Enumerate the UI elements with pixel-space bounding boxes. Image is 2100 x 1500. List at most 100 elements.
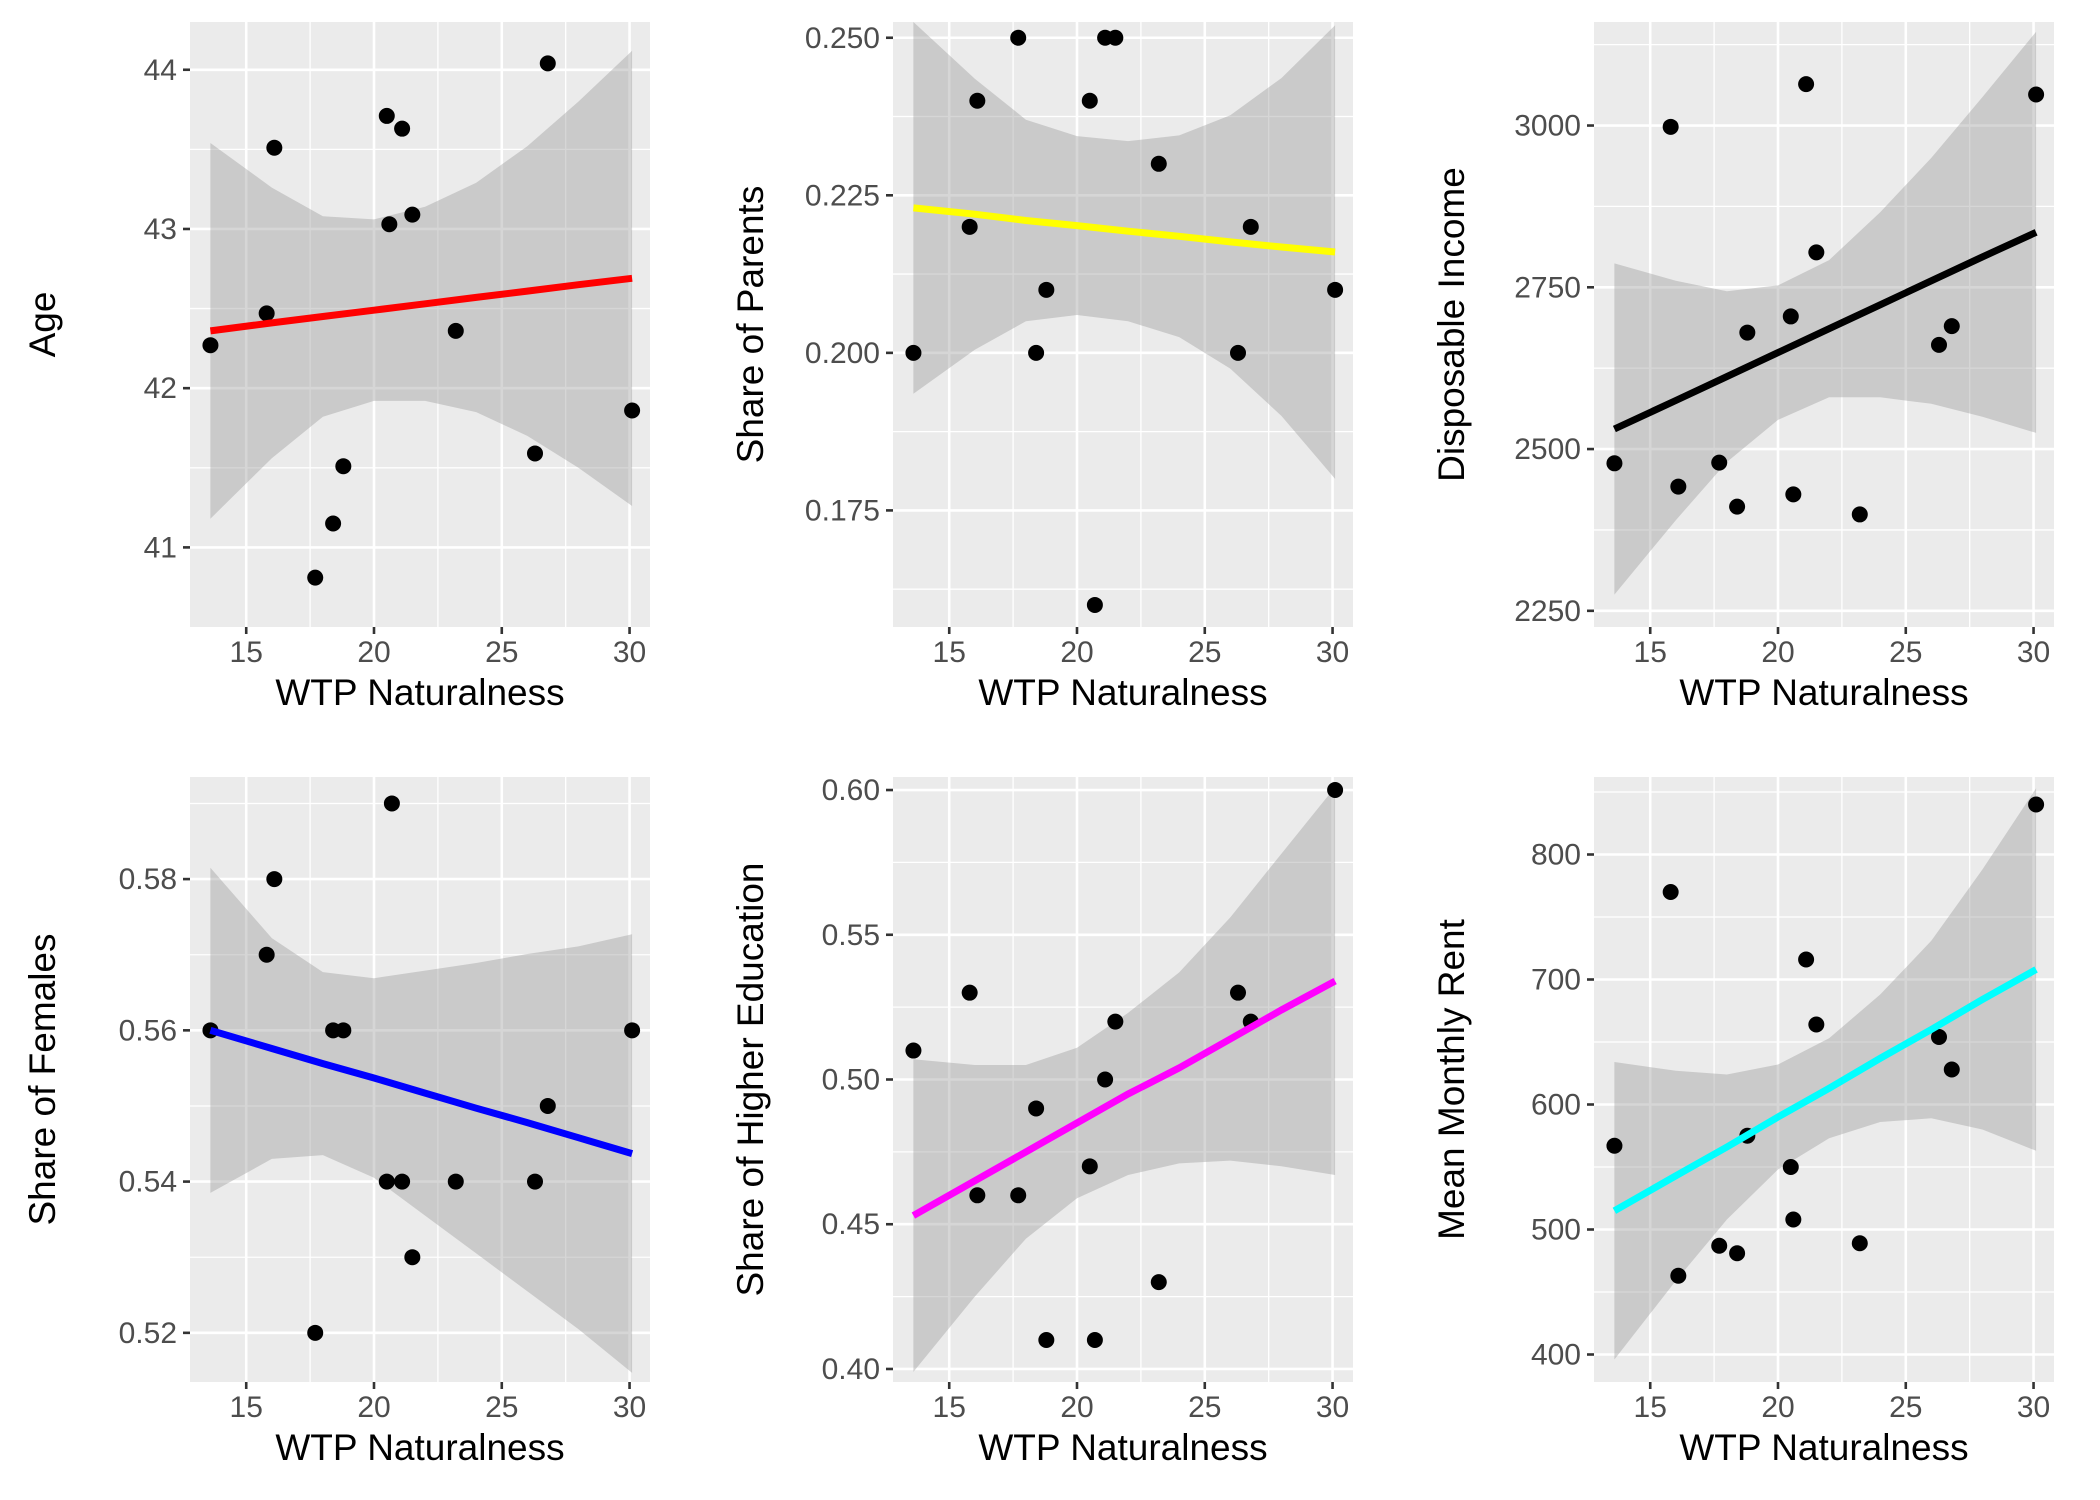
x-tick-label: 25 — [1188, 1391, 1221, 1424]
x-tick-label: 15 — [230, 636, 263, 669]
panel-share-of-parents: 15 20 25 30 0.175 0.200 0.225 0.250 WTP Naturaln… — [730, 22, 1353, 713]
data-point — [404, 206, 421, 223]
y-tick-label: 0.52 — [119, 1317, 177, 1350]
data-point — [527, 1173, 543, 1190]
x-tick-label: 15 — [230, 1391, 263, 1424]
x-tick-label: 20 — [1060, 636, 1093, 669]
data-point — [1086, 596, 1103, 613]
y-tick-label: 2500 — [1514, 433, 1581, 466]
data-point — [447, 1173, 464, 1190]
regression-line — [209, 1026, 634, 1157]
data-point — [1931, 1029, 1947, 1045]
data-point — [1670, 1267, 1687, 1284]
regression-line — [1612, 966, 2038, 1214]
data-point — [1327, 782, 1344, 799]
data-point — [905, 1042, 922, 1059]
y-tick-label: 2750 — [1514, 271, 1581, 304]
data-point — [307, 569, 324, 586]
y-tick-label: 500 — [1531, 1214, 1581, 1247]
data-point — [1785, 486, 1802, 503]
x-tick-label: 25 — [485, 1391, 518, 1424]
data-point — [1242, 218, 1259, 235]
data-point — [1230, 984, 1246, 1001]
data-point — [1729, 1245, 1746, 1262]
y-tick-label: 3000 — [1514, 110, 1581, 143]
panel-age: 15 20 25 30 41 42 43 44 WTP Naturalness Age — [22, 22, 650, 713]
x-tick-label: 25 — [1188, 636, 1221, 669]
data-point — [1028, 344, 1045, 361]
data-point — [1782, 1159, 1799, 1175]
data-point — [307, 1324, 324, 1341]
data-point — [266, 139, 283, 156]
y-tick-label: 0.56 — [119, 1014, 177, 1047]
data-point — [335, 1022, 352, 1039]
data-point — [258, 305, 275, 322]
x-axis-title: WTP Naturalness — [1679, 672, 1968, 713]
y-tick-label: 400 — [1531, 1339, 1581, 1372]
data-point — [1150, 1274, 1167, 1291]
data-point — [383, 795, 400, 812]
data-point — [1107, 29, 1124, 46]
data-point — [1943, 318, 1960, 335]
x-axis-title: WTP Naturalness — [275, 672, 564, 713]
data-point — [1931, 336, 1947, 353]
y-axis-title: Mean Monthly Rent — [1431, 918, 1472, 1240]
data-point — [1097, 1071, 1114, 1088]
data-point — [1711, 454, 1728, 471]
data-point — [1081, 92, 1098, 109]
data-point — [1808, 1016, 1825, 1033]
y-tick-label: 0.45 — [822, 1208, 880, 1241]
confidence-band — [913, 22, 1336, 479]
panel-share-of-higher-education: 15 20 25 30 0.40 0.45 0.50 0.55 0.60 WTP Naturaln… — [730, 774, 1353, 1468]
panel-mean-monthly-rent: 15 20 25 30 400 500 600 700 800 WTP Naturalness Me… — [1431, 777, 2054, 1468]
data-point — [527, 445, 543, 462]
data-point — [1606, 1137, 1623, 1154]
regression-line — [911, 978, 1337, 1219]
x-tick-label: 30 — [613, 636, 646, 669]
confidence-band — [1614, 788, 2037, 1360]
data-point — [381, 216, 398, 233]
y-tick-label: 0.60 — [822, 774, 880, 807]
data-point — [1808, 244, 1825, 261]
y-tick-label: 41 — [144, 531, 177, 564]
y-axis-title: Age — [22, 292, 63, 358]
data-point — [1038, 1332, 1055, 1349]
x-tick-label: 20 — [1761, 636, 1794, 669]
y-tick-label: 0.40 — [822, 1353, 880, 1386]
data-point — [1662, 118, 1679, 135]
regression-line — [913, 204, 1336, 256]
x-axis-title: WTP Naturalness — [978, 672, 1267, 713]
data-point — [624, 402, 641, 419]
x-tick-label: 25 — [1889, 636, 1922, 669]
data-point — [1107, 1013, 1124, 1030]
x-tick-label: 15 — [933, 1391, 966, 1424]
data-point — [1662, 884, 1679, 900]
x-tick-label: 25 — [485, 636, 518, 669]
data-point — [1327, 281, 1344, 298]
data-point — [394, 1173, 411, 1190]
data-point — [1782, 308, 1799, 325]
y-tick-label: 0.50 — [822, 1064, 880, 1097]
x-tick-label: 15 — [1634, 1391, 1667, 1424]
data-point — [1943, 1061, 1960, 1078]
data-point — [969, 92, 986, 109]
x-tick-label: 15 — [933, 636, 966, 669]
y-tick-label: 43 — [144, 213, 177, 246]
y-tick-label: 0.250 — [805, 22, 880, 55]
y-axis-title: Disposable Income — [1431, 167, 1472, 482]
data-point — [539, 55, 556, 72]
y-tick-label: 800 — [1531, 839, 1581, 872]
x-axis-title: WTP Naturalness — [978, 1427, 1267, 1468]
data-point — [961, 984, 978, 1001]
x-tick-label: 20 — [1761, 1391, 1794, 1424]
data-point — [1798, 951, 1815, 968]
data-point — [335, 458, 352, 475]
data-point — [1081, 1158, 1098, 1175]
data-point — [394, 120, 411, 137]
panel-background — [893, 22, 1353, 627]
confidence-band — [913, 787, 1336, 1372]
x-tick-label: 20 — [357, 1391, 390, 1424]
panel-disposable-income: 15 20 25 30 2250 2500 2750 3000 WTP Naturalness D… — [1431, 22, 2054, 713]
data-point — [1010, 29, 1027, 46]
